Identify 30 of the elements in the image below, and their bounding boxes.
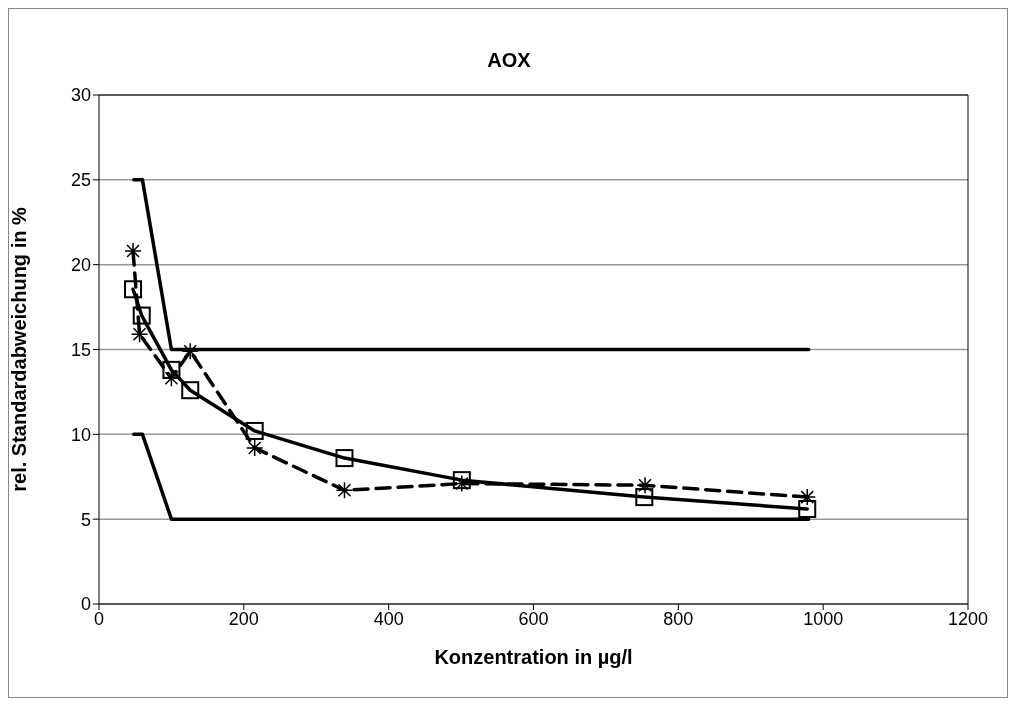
- point: [130, 325, 149, 343]
- y-axis-title: rel. Standardabweichung in %: [8, 207, 31, 492]
- y-tick-label: 0: [80, 594, 91, 615]
- point: [798, 488, 816, 506]
- x-tick-label: 400: [373, 608, 404, 629]
- point: [798, 499, 817, 518]
- point: [245, 421, 264, 440]
- y-tick-label: 10: [70, 424, 91, 445]
- x-tick-label: 1000: [803, 608, 844, 629]
- point: [635, 488, 654, 507]
- point: [335, 481, 354, 500]
- x-tick-label: 200: [228, 608, 259, 629]
- point: [162, 360, 181, 379]
- point: [181, 381, 200, 400]
- point: [335, 449, 354, 468]
- y-tick-label: 20: [70, 255, 91, 276]
- x-tick-label: 600: [518, 608, 549, 629]
- y-tick-label: 30: [70, 85, 91, 106]
- y-tick-label: 5: [80, 509, 91, 530]
- x-tick-label: 0: [93, 608, 105, 629]
- x-tick-label: 1200: [947, 608, 989, 629]
- y-tick-label: 25: [70, 170, 91, 191]
- y-tick-label: 15: [70, 339, 91, 360]
- point: [124, 242, 142, 260]
- x-axis-title: Konzentration in µg/l: [434, 646, 633, 668]
- point: [124, 280, 143, 299]
- point: [245, 439, 264, 457]
- chart-title: AOX: [486, 49, 532, 72]
- point: [132, 306, 151, 325]
- x-tick-label: 800: [663, 608, 694, 629]
